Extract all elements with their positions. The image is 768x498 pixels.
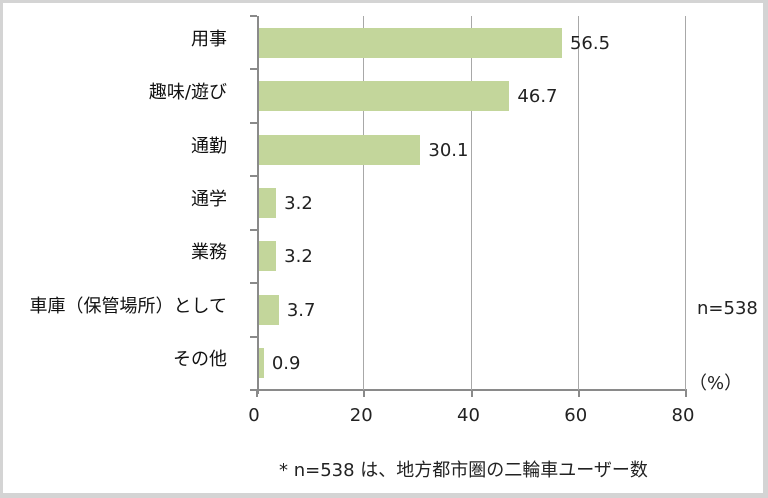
value-label: 30.1 — [428, 139, 469, 161]
plot-area: 56.5 46.7 30.1 3.2 3.2 3.7 0.9 — [250, 15, 687, 397]
chart-frame: 用事趣味/遊び通勤通学業務車庫（保管場所）としてその他 56.5 46.7 30.1… — [3, 3, 763, 493]
y-axis — [257, 16, 259, 394]
value-label: 3.2 — [284, 193, 313, 214]
y-tick — [250, 335, 257, 338]
bar — [259, 188, 277, 218]
x-tick — [685, 390, 687, 397]
x-tick — [470, 390, 473, 397]
y-tick — [250, 121, 257, 124]
unit-label: （%） — [689, 373, 743, 394]
bar — [259, 27, 562, 58]
category-label: 用事 — [191, 28, 227, 50]
gridline — [363, 16, 365, 390]
value-label: 0.9 — [271, 353, 301, 375]
value-label: 3.2 — [284, 246, 313, 268]
bar — [259, 294, 279, 325]
value-label: 3.7 — [286, 299, 316, 321]
y-tick — [250, 389, 257, 391]
category-label: その他 — [173, 349, 227, 371]
y-tick — [250, 175, 257, 178]
sample-size-label: n=538 — [697, 298, 758, 319]
x-tick-label: 60 — [564, 405, 588, 426]
x-tick — [363, 390, 366, 397]
value-label: 56.5 — [569, 32, 611, 54]
bar — [259, 348, 264, 379]
y-tick — [250, 15, 257, 17]
category-label: 通勤 — [191, 135, 227, 157]
y-tick — [250, 68, 257, 71]
gridline — [470, 16, 472, 390]
bar — [259, 81, 510, 112]
footnote: * n=538 は、地方都市圏の二輪車ユーザー数 — [279, 460, 648, 481]
bar — [259, 134, 421, 165]
category-label: 通学 — [191, 189, 227, 210]
bar — [259, 241, 277, 272]
category-label: 趣味/遊び — [148, 82, 227, 104]
x-tick-label: 0 — [248, 405, 260, 426]
x-tick-label: 40 — [457, 405, 480, 426]
y-tick — [250, 282, 257, 285]
x-tick — [577, 390, 580, 397]
category-label: 業務 — [191, 242, 227, 264]
x-tick-label: 20 — [349, 405, 373, 426]
value-label: 46.7 — [517, 86, 558, 108]
y-tick — [250, 228, 257, 231]
gridline — [685, 16, 686, 390]
category-label: 車庫（保管場所）として — [29, 295, 227, 317]
gridline — [577, 16, 579, 390]
x-tick — [256, 390, 258, 397]
x-tick-label: 80 — [671, 405, 695, 426]
